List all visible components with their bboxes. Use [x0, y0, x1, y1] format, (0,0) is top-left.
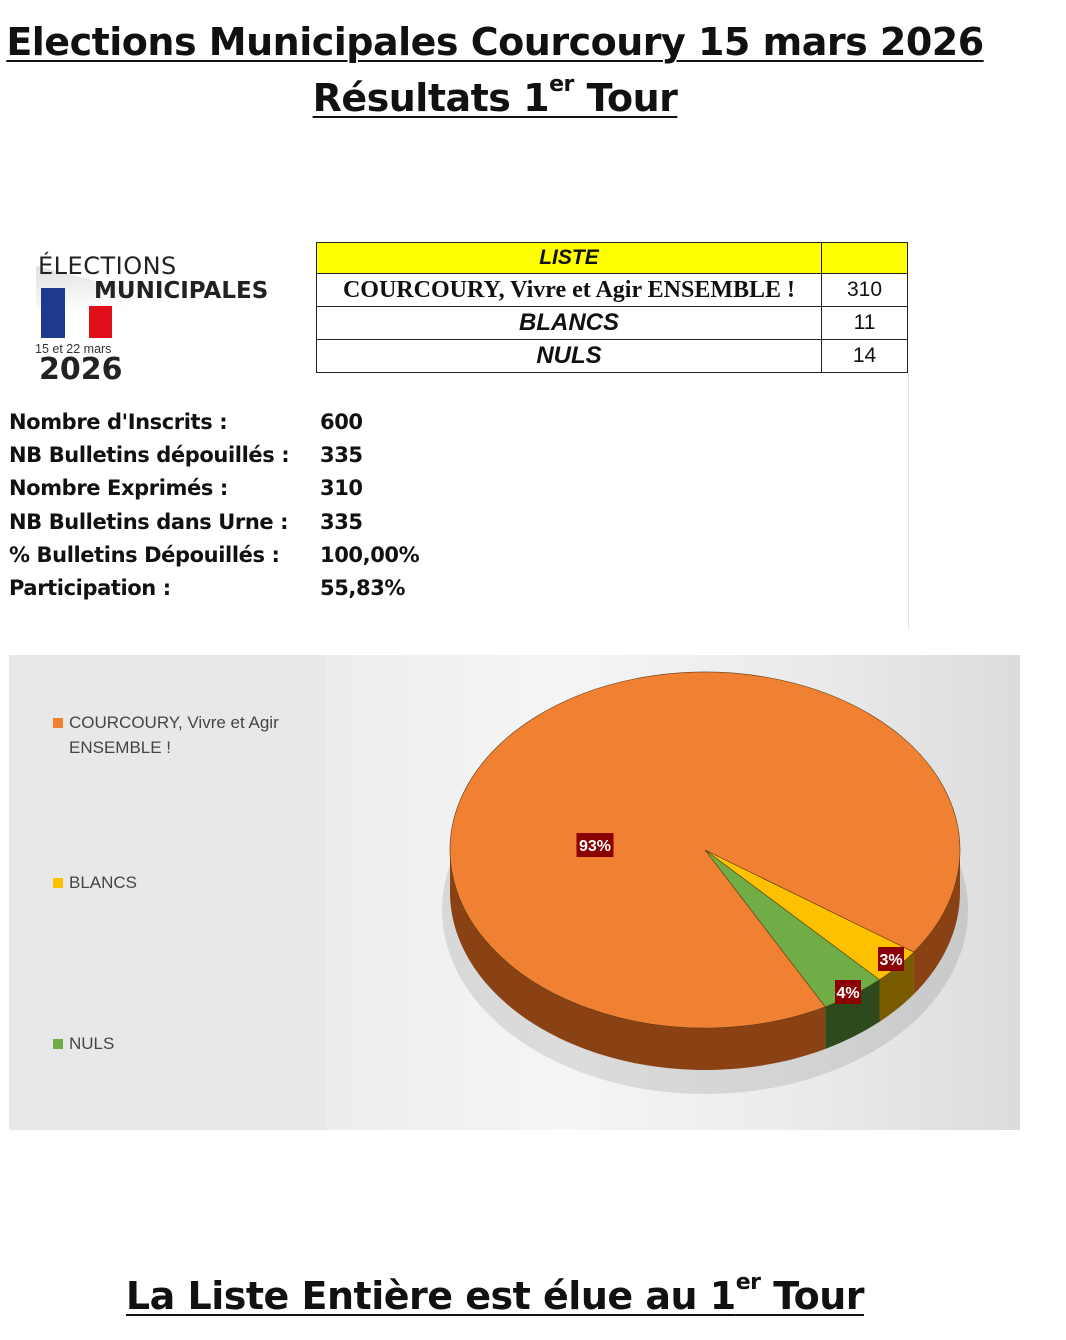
legend-swatch: [53, 1039, 63, 1049]
stat-row: Nombre Exprimés : 310: [9, 476, 363, 500]
data-label-bg: [576, 833, 614, 857]
stat-label: Nombre d'Inscrits :: [9, 410, 228, 434]
pie-slice-side: [450, 850, 826, 1070]
table-row: NULS 14: [316, 339, 908, 373]
subtitle-sup: er: [549, 72, 574, 97]
legend-swatch: [53, 718, 63, 728]
list-votes: 11: [821, 306, 908, 340]
subtitle-end: Tour: [573, 76, 678, 120]
data-label-bg: [835, 980, 861, 1004]
legend-label: NULS: [69, 1034, 115, 1053]
results-table: LISTE COURCOURY, Vivre et Agir ENSEMBLE …: [316, 242, 908, 373]
table-row: BLANCS 11: [316, 306, 908, 340]
stat-value: 335: [320, 510, 363, 534]
flag-red-stripe: [89, 306, 112, 338]
legend-item: NULS: [53, 1031, 303, 1056]
data-label: 4%: [836, 985, 859, 1002]
data-label-bg: [878, 947, 904, 971]
logo-dates: 15 et 22 mars: [35, 342, 112, 356]
legend-swatch: [53, 878, 63, 888]
stat-label: Nombre Exprimés :: [9, 476, 228, 500]
stat-row: Participation : 55,83%: [9, 576, 405, 600]
list-name: BLANCS: [316, 306, 822, 340]
pie-svg: 3% 4% 93%: [442, 671, 968, 1094]
list-name: COURCOURY, Vivre et Agir ENSEMBLE !: [316, 273, 822, 307]
data-label: 3%: [879, 952, 902, 969]
stat-row: NB Bulletins dans Urne : 335: [9, 510, 363, 534]
pie-chart: COURCOURY, Vivre et Agir ENSEMBLE ! BLAN…: [9, 655, 1020, 1130]
elections-logo: ÉLECTIONS MUNICIPALES 15 et 22 mars 2026: [30, 250, 270, 390]
pie-slice-side: [825, 979, 880, 1049]
list-votes: 310: [821, 273, 908, 307]
legend-item: COURCOURY, Vivre et Agir ENSEMBLE !: [53, 710, 303, 760]
header-votes: [821, 242, 908, 274]
legend-item: BLANCS: [53, 870, 303, 895]
legend-label: BLANCS: [69, 873, 138, 892]
legend-area: [9, 655, 325, 1130]
page-title: Elections Municipales Courcoury 15 mars …: [6, 20, 984, 64]
table-header-row: LISTE: [316, 242, 908, 274]
stat-value: 55,83%: [320, 576, 406, 600]
pie-slice: [449, 671, 961, 1029]
flag-blue-stripe: [41, 288, 65, 338]
stat-value: 100,00%: [320, 543, 420, 567]
stat-row: % Bulletins Dépouillés : 100,00%: [9, 543, 420, 567]
footer-main: La Liste Entière est élue au 1: [125, 1274, 736, 1318]
logo-line2: MUNICIPALES: [94, 278, 269, 304]
stat-row: NB Bulletins dépouillés : 335: [9, 443, 363, 467]
data-label: 93%: [579, 838, 611, 855]
pie-slice-side: [879, 952, 914, 1022]
stat-label: NB Bulletins dans Urne :: [9, 510, 289, 534]
header-liste: LISTE: [316, 242, 822, 274]
divider: [908, 374, 909, 630]
stat-label: NB Bulletins dépouillés :: [9, 443, 290, 467]
stat-label: Participation :: [9, 576, 171, 600]
logo-line1: ÉLECTIONS: [38, 252, 177, 280]
list-name: NULS: [316, 339, 822, 373]
subtitle-main: Résultats 1: [312, 76, 550, 120]
legend-label: COURCOURY, Vivre et Agir ENSEMBLE !: [69, 713, 279, 757]
stat-value: 310: [320, 476, 363, 500]
footer-end: Tour: [760, 1274, 865, 1318]
footer-title: La Liste Entière est élue au 1er Tour: [0, 1270, 990, 1318]
stat-value: 335: [320, 443, 363, 467]
page-subtitle: Résultats 1er Tour: [0, 72, 990, 120]
stat-label: % Bulletins Dépouillés :: [9, 543, 280, 567]
pie-slice-side: [913, 850, 960, 995]
table-row: COURCOURY, Vivre et Agir ENSEMBLE ! 310: [316, 273, 908, 307]
list-votes: 14: [821, 339, 908, 373]
logo-year: 2026: [39, 352, 123, 387]
stat-value: 600: [320, 410, 363, 434]
stat-row: Nombre d'Inscrits : 600: [9, 410, 363, 434]
footer-sup: er: [735, 1270, 761, 1295]
